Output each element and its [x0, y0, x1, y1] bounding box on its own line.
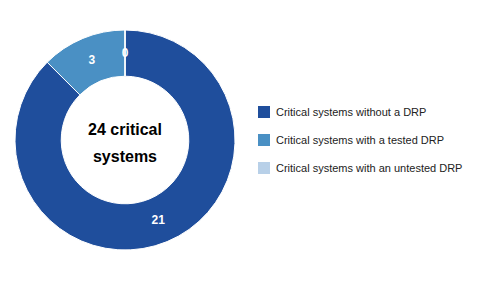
chart: 21 3 0 24 critical systems Critical systems w… — [0, 0, 503, 281]
legend-swatch — [258, 106, 270, 118]
donut — [15, 30, 235, 250]
legend-swatch — [258, 162, 270, 174]
legend-label: Critical systems with a tested DRP — [276, 134, 444, 146]
legend: Critical systems without a DRP Critical s… — [258, 106, 462, 174]
legend-label: Critical systems with an untested DRP — [276, 162, 462, 174]
center-text: systems — [93, 148, 157, 165]
donut-slice — [47, 30, 125, 95]
data-label: 0 — [122, 46, 129, 60]
data-label: 3 — [88, 53, 95, 67]
donut-slice — [15, 30, 235, 250]
legend-label: Critical systems without a DRP — [276, 106, 426, 118]
data-label: 21 — [152, 213, 166, 227]
legend-swatch — [258, 134, 270, 146]
center-text: 24 critical — [88, 121, 162, 138]
